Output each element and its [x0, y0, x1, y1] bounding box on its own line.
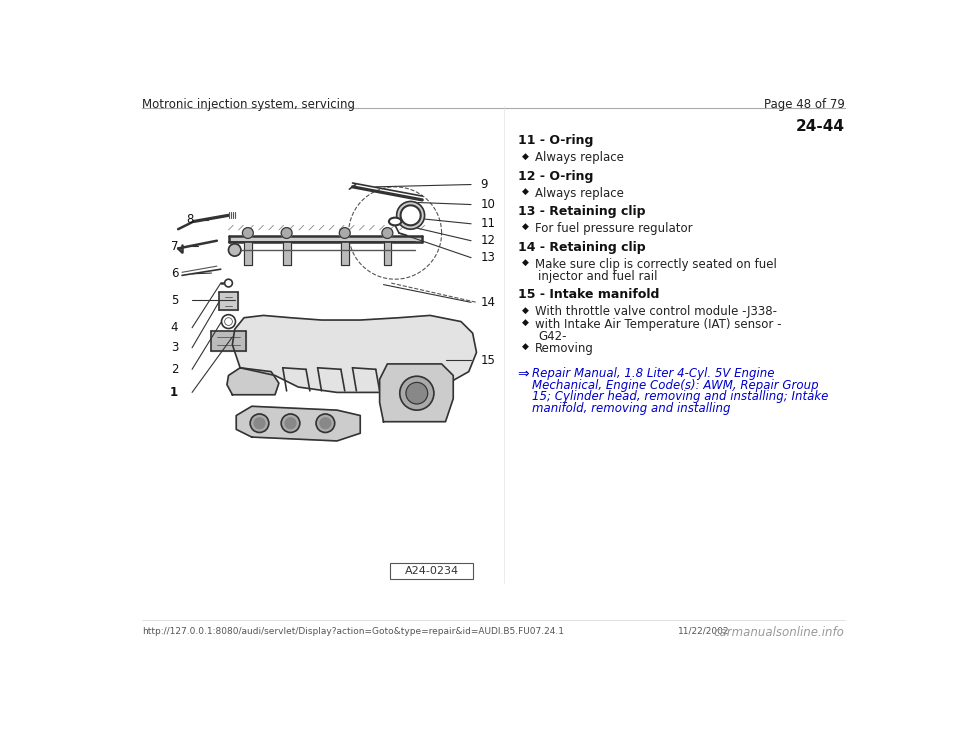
FancyBboxPatch shape [391, 563, 473, 579]
Text: Page 48 of 79: Page 48 of 79 [764, 98, 845, 111]
Circle shape [228, 244, 241, 256]
Polygon shape [219, 292, 238, 310]
Text: 14 - Retaining clip: 14 - Retaining clip [517, 240, 645, 254]
Polygon shape [227, 368, 278, 395]
Text: manifold, removing and installing: manifold, removing and installing [532, 401, 730, 415]
Text: ◆: ◆ [522, 223, 529, 232]
Circle shape [406, 382, 427, 404]
Text: 4: 4 [171, 321, 179, 334]
Text: A24-0234: A24-0234 [404, 566, 459, 576]
Text: 2: 2 [171, 363, 179, 375]
Text: 15; Cylinder head, removing and installing; Intake: 15; Cylinder head, removing and installi… [532, 390, 828, 403]
Text: ◆: ◆ [522, 187, 529, 196]
Circle shape [281, 414, 300, 433]
Circle shape [225, 279, 232, 287]
Text: with Intake Air Temperature (IAT) sensor -: with Intake Air Temperature (IAT) sensor… [535, 318, 781, 331]
Circle shape [399, 376, 434, 410]
Text: 11 - O-ring: 11 - O-ring [517, 134, 593, 148]
Text: 13: 13 [480, 252, 495, 264]
Circle shape [320, 418, 331, 429]
Text: ◆: ◆ [522, 342, 529, 352]
Text: With throttle valve control module -J338-: With throttle valve control module -J338… [535, 306, 777, 318]
Text: 10: 10 [480, 198, 495, 211]
Text: 9: 9 [480, 178, 488, 191]
Polygon shape [211, 331, 246, 351]
Text: 6: 6 [171, 267, 179, 280]
Text: carmanualsonline.info: carmanualsonline.info [713, 626, 845, 640]
Text: 3: 3 [171, 341, 179, 354]
Text: 11: 11 [480, 217, 495, 230]
Text: 5: 5 [171, 294, 179, 306]
Text: injector and fuel rail: injector and fuel rail [539, 270, 658, 283]
Text: 8: 8 [186, 214, 194, 226]
Text: G42-: G42- [539, 330, 567, 343]
Text: 1: 1 [170, 386, 179, 399]
Circle shape [222, 315, 235, 329]
Text: Motronic injection system, servicing: Motronic injection system, servicing [142, 98, 354, 111]
Circle shape [251, 414, 269, 433]
Text: 7: 7 [171, 240, 179, 252]
Text: Repair Manual, 1.8 Liter 4-Cyl. 5V Engine: Repair Manual, 1.8 Liter 4-Cyl. 5V Engin… [532, 367, 774, 380]
Circle shape [316, 414, 335, 433]
Circle shape [254, 418, 265, 429]
Polygon shape [232, 315, 476, 393]
Text: Make sure clip is correctly seated on fuel: Make sure clip is correctly seated on fu… [535, 257, 777, 271]
Text: 12 - O-ring: 12 - O-ring [517, 170, 593, 183]
Circle shape [396, 202, 424, 229]
Text: 11/22/2002: 11/22/2002 [678, 626, 730, 635]
Text: 15: 15 [480, 354, 495, 367]
Text: 15 - Intake manifold: 15 - Intake manifold [517, 289, 659, 301]
Text: Removing: Removing [535, 342, 593, 355]
Text: http://127.0.0.1:8080/audi/servlet/Display?action=Goto&type=repair&id=AUDI.B5.FU: http://127.0.0.1:8080/audi/servlet/Displ… [142, 626, 564, 635]
Text: ◆: ◆ [522, 318, 529, 326]
Text: 24-44: 24-44 [796, 119, 845, 134]
Circle shape [400, 206, 420, 226]
Text: 13 - Retaining clip: 13 - Retaining clip [517, 206, 645, 218]
Circle shape [382, 228, 393, 238]
Circle shape [281, 228, 292, 238]
Circle shape [225, 318, 232, 326]
Text: ⇒: ⇒ [517, 367, 529, 381]
Text: ◆: ◆ [522, 151, 529, 160]
Text: Always replace: Always replace [535, 151, 623, 165]
Text: ◆: ◆ [522, 257, 529, 266]
Ellipse shape [389, 217, 401, 226]
Text: 12: 12 [480, 234, 495, 247]
Text: Always replace: Always replace [535, 187, 623, 200]
Circle shape [285, 418, 296, 429]
Text: Mechanical, Engine Code(s): AWM, Repair Group: Mechanical, Engine Code(s): AWM, Repair … [532, 378, 818, 392]
Circle shape [243, 228, 253, 238]
Polygon shape [236, 407, 360, 441]
Text: For fuel pressure regulator: For fuel pressure regulator [535, 223, 692, 235]
Text: 14: 14 [480, 296, 495, 309]
Circle shape [339, 228, 350, 238]
Polygon shape [379, 364, 453, 421]
Text: ◆: ◆ [522, 306, 529, 315]
